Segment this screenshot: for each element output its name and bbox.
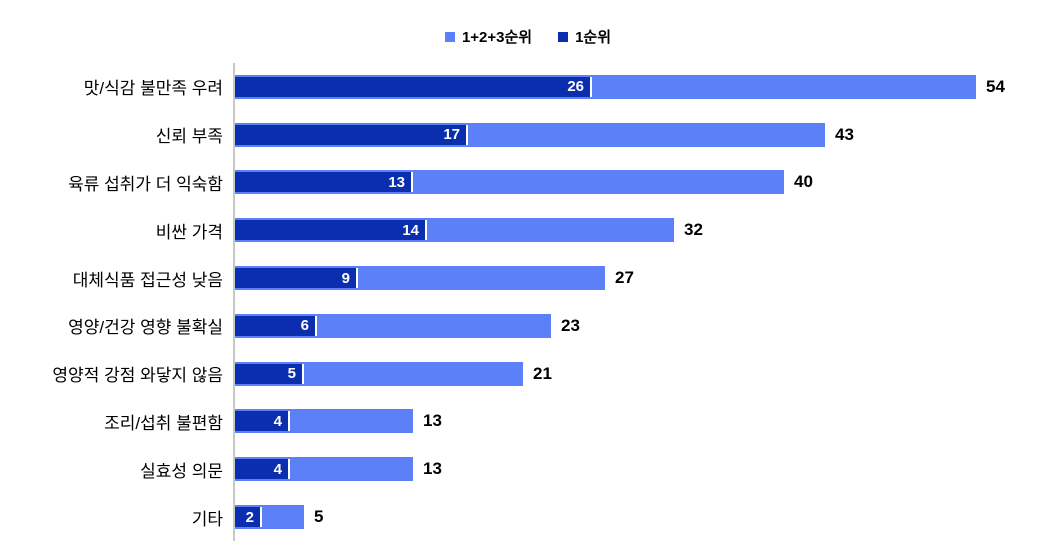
category-label: 맛/식감 불만족 우려 bbox=[83, 79, 223, 99]
bar-row: 영양적 강점 와닿지 않음 5 21 bbox=[0, 350, 1056, 398]
category-label: 비싼 가격 bbox=[155, 222, 223, 242]
bar-rows: 맛/식감 불만족 우려 26 54 신뢰 부족 17 43 육류 섭취가 더 익… bbox=[0, 63, 1056, 541]
total-value: 27 bbox=[615, 268, 634, 288]
legend-swatch-first-icon bbox=[558, 31, 569, 42]
total-value: 13 bbox=[423, 411, 442, 431]
first-rank-bar: 17 bbox=[235, 124, 468, 145]
bar-track: 6 23 bbox=[235, 313, 1056, 338]
first-rank-value: 9 bbox=[341, 269, 350, 287]
bar-row: 맛/식감 불만족 우려 26 54 bbox=[0, 63, 1056, 111]
category-label: 기타 bbox=[191, 509, 223, 529]
bar-row: 실효성 의문 4 13 bbox=[0, 445, 1056, 493]
first-rank-bar: 4 bbox=[235, 411, 290, 432]
category-label: 조리/섭취 불편함 bbox=[104, 413, 223, 433]
bar-row: 조리/섭취 불편함 4 13 bbox=[0, 398, 1056, 446]
bar-track: 5 21 bbox=[235, 361, 1056, 386]
y-axis-line bbox=[233, 63, 235, 541]
bar-row: 대체식품 접근성 낮음 9 27 bbox=[0, 254, 1056, 302]
first-rank-value: 17 bbox=[443, 126, 460, 144]
total-value: 43 bbox=[835, 124, 854, 144]
category-label: 대체식품 접근성 낮음 bbox=[72, 270, 223, 290]
first-rank-value: 13 bbox=[388, 173, 405, 191]
bar-track: 2 5 bbox=[235, 505, 1056, 530]
legend-swatch-total-icon bbox=[444, 31, 455, 42]
category-label: 영양/건강 영향 불확실 bbox=[68, 318, 223, 338]
category-label: 신뢰 부족 bbox=[155, 127, 223, 147]
plot-area: 맛/식감 불만족 우려 26 54 신뢰 부족 17 43 육류 섭취가 더 익… bbox=[0, 63, 1056, 541]
bar-track: 14 32 bbox=[235, 218, 1056, 243]
legend: 1+2+3순위 1순위 bbox=[0, 26, 1056, 47]
category-label: 영양적 강점 와닿지 않음 bbox=[52, 366, 223, 386]
bar-track: 13 40 bbox=[235, 170, 1056, 195]
total-value: 23 bbox=[561, 315, 580, 335]
first-rank-bar: 26 bbox=[235, 76, 592, 97]
bar-track: 9 27 bbox=[235, 266, 1056, 291]
first-rank-value: 5 bbox=[287, 365, 296, 383]
first-rank-value: 2 bbox=[245, 508, 254, 526]
first-rank-bar: 14 bbox=[235, 220, 427, 241]
bar-row: 육류 섭취가 더 익숙함 13 40 bbox=[0, 159, 1056, 207]
bar-track: 4 13 bbox=[235, 409, 1056, 434]
first-rank-bar: 6 bbox=[235, 315, 317, 336]
total-value: 54 bbox=[986, 76, 1005, 96]
first-rank-value: 14 bbox=[402, 221, 419, 239]
bar-track: 26 54 bbox=[235, 74, 1056, 99]
first-rank-value: 4 bbox=[273, 460, 282, 478]
bar-track: 4 13 bbox=[235, 457, 1056, 482]
first-rank-bar: 4 bbox=[235, 459, 290, 480]
first-rank-bar: 5 bbox=[235, 363, 304, 384]
total-value: 5 bbox=[314, 507, 324, 527]
total-value: 40 bbox=[794, 172, 813, 192]
legend-item-total: 1+2+3순위 bbox=[444, 26, 533, 47]
first-rank-bar: 2 bbox=[235, 507, 262, 528]
bar-row: 신뢰 부족 17 43 bbox=[0, 111, 1056, 159]
bar-row: 기타 2 5 bbox=[0, 493, 1056, 541]
legend-item-first: 1순위 bbox=[558, 26, 611, 47]
bar-row: 비싼 가격 14 32 bbox=[0, 206, 1056, 254]
legend-label-first: 1순위 bbox=[575, 29, 612, 46]
first-rank-bar: 13 bbox=[235, 172, 413, 193]
category-label: 실효성 의문 bbox=[140, 461, 223, 481]
category-label: 육류 섭취가 더 익숙함 bbox=[68, 174, 223, 194]
bar-track: 17 43 bbox=[235, 122, 1056, 147]
legend-label-total: 1+2+3순위 bbox=[461, 29, 533, 46]
first-rank-value: 4 bbox=[273, 412, 282, 430]
first-rank-bar: 9 bbox=[235, 268, 358, 289]
total-value: 21 bbox=[533, 363, 552, 383]
first-rank-value: 26 bbox=[567, 78, 584, 96]
bar-row: 영양/건강 영향 불확실 6 23 bbox=[0, 302, 1056, 350]
total-value: 32 bbox=[684, 220, 703, 240]
first-rank-value: 6 bbox=[300, 317, 309, 335]
total-value: 13 bbox=[423, 459, 442, 479]
